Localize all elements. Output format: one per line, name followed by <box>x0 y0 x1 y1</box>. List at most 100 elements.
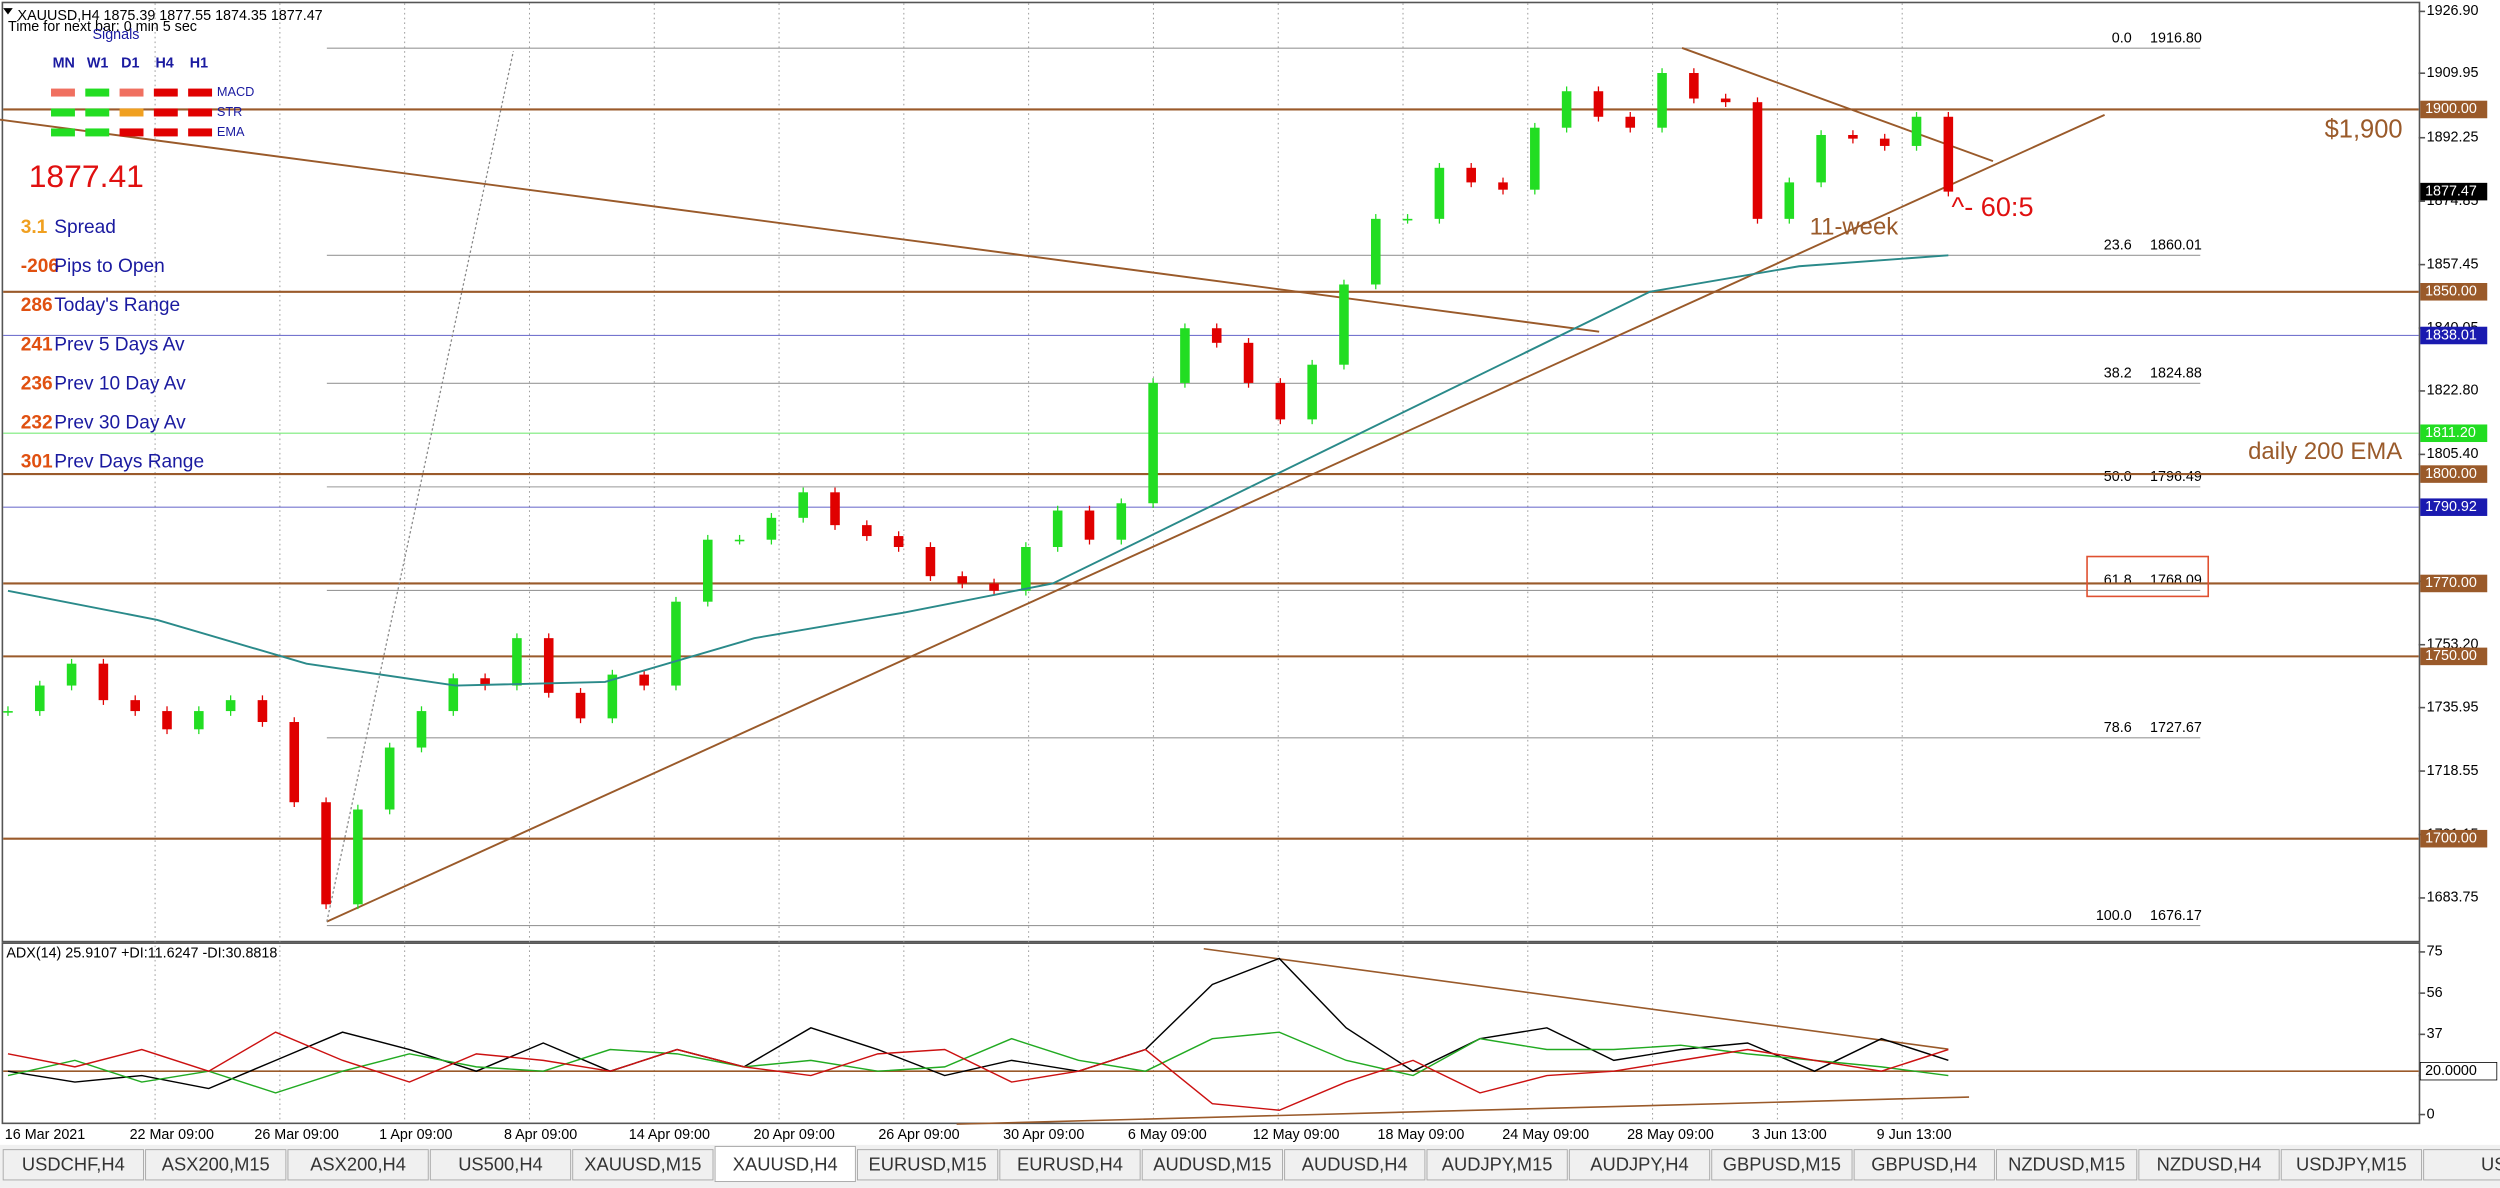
fib-ratio: 78.6 <box>2104 720 2132 736</box>
candle <box>66 663 77 686</box>
candle <box>1593 91 1604 117</box>
price-level-label: 1838.01 <box>2425 327 2477 343</box>
trend-line <box>1681 47 1994 163</box>
y-tick-label: 1735.95 <box>2427 699 2479 715</box>
fib-ratio: 100.0 <box>2096 908 2132 924</box>
candle <box>416 711 427 748</box>
tab-label[interactable]: USDJPY,M15 <box>2296 1153 2407 1174</box>
tab[interactable] <box>1426 1149 1568 1181</box>
candle <box>1530 127 1540 190</box>
candle <box>1720 98 1731 103</box>
price-level-label: 1750.00 <box>2425 648 2477 664</box>
candle <box>384 747 395 810</box>
stat-label: Prev 10 Day Av <box>54 373 186 394</box>
price-level-label: 1800.00 <box>2425 466 2477 482</box>
candle <box>1498 182 1508 190</box>
price-level-box <box>2420 424 2488 443</box>
candle <box>1339 284 1349 365</box>
candle <box>480 678 490 686</box>
candle <box>862 525 872 537</box>
candle <box>1211 328 1222 343</box>
tab-label[interactable]: AUDUSD,M15 <box>1153 1153 1271 1174</box>
adx-level-box <box>2419 1062 2498 1081</box>
candle <box>289 722 300 803</box>
signal-cell <box>153 128 178 137</box>
tab-label[interactable]: AUDJPY,M15 <box>1442 1153 1553 1174</box>
signal-cell <box>153 88 178 97</box>
fib-price: 1916.80 <box>2150 30 2202 46</box>
tab[interactable] <box>1141 1149 1284 1181</box>
y-tick-label: 0 <box>2427 1106 2435 1122</box>
symbol-header: XAUUSD,H4 1875.39 1877.55 1874.35 1877.4… <box>18 8 323 24</box>
tab-label[interactable]: US <box>2481 1153 2500 1174</box>
tab[interactable] <box>572 1149 714 1181</box>
candle <box>830 492 840 526</box>
tab[interactable] <box>999 1149 1141 1181</box>
tab-label[interactable]: EURUSD,H4 <box>1017 1153 1123 1174</box>
tab[interactable] <box>1284 1149 1426 1181</box>
candle <box>1879 138 1890 146</box>
tab[interactable] <box>2280 1149 2423 1181</box>
tab-label[interactable]: GBPUSD,M15 <box>1723 1153 1841 1174</box>
stat-value: 301 <box>21 452 53 473</box>
tab[interactable] <box>2 1149 144 1181</box>
candle <box>893 536 904 548</box>
stat-label: Spread <box>54 217 116 238</box>
tab-label[interactable]: NZDUSD,M15 <box>2008 1153 2125 1174</box>
stat-label: Prev 30 Day Av <box>54 412 186 433</box>
y-tick-label: 1857.45 <box>2427 256 2479 272</box>
candle <box>575 692 586 719</box>
candle <box>925 547 936 577</box>
price-level-label: 1700.00 <box>2425 830 2477 846</box>
tab-label[interactable]: US500,H4 <box>458 1153 543 1174</box>
fib-price: 1676.17 <box>2150 908 2202 924</box>
signal-column: D1 <box>121 56 139 72</box>
signals-title: Signals <box>92 27 139 43</box>
x-tick-label: 26 Mar 09:00 <box>254 1127 338 1143</box>
tab[interactable] <box>2138 1149 2280 1181</box>
tab-label[interactable]: ASX200,M15 <box>162 1153 270 1174</box>
tab[interactable] <box>856 1149 999 1181</box>
tab-label[interactable]: EURUSD,M15 <box>869 1153 987 1174</box>
signal-cell <box>85 88 110 97</box>
menu-triangle[interactable] <box>3 8 13 15</box>
candle <box>34 685 45 712</box>
adx-line <box>7 957 1949 1090</box>
signal-cell <box>85 108 110 117</box>
candle <box>321 802 331 905</box>
tab-label[interactable]: NZDUSD,H4 <box>2157 1153 2262 1174</box>
candle <box>1116 503 1127 540</box>
fib-ratio: 50.0 <box>2104 469 2132 485</box>
candle <box>1689 73 1699 99</box>
tab[interactable] <box>714 1145 856 1183</box>
tab[interactable] <box>1711 1149 1853 1181</box>
tab-label[interactable]: ASX200,H4 <box>310 1153 406 1174</box>
tab[interactable] <box>1853 1149 1995 1181</box>
tab-label[interactable]: AUDUSD,H4 <box>1302 1153 1408 1174</box>
candle <box>702 539 713 602</box>
signal-cell <box>119 108 144 117</box>
candle <box>1848 134 1858 139</box>
candle <box>1402 218 1413 221</box>
signal-column: H1 <box>190 56 208 72</box>
axis-layer: 1926.901909.951892.251874.851857.451840.… <box>5 3 2498 1143</box>
tab-label[interactable]: AUDJPY,H4 <box>1590 1153 1688 1174</box>
tab[interactable] <box>1568 1149 1711 1181</box>
x-tick-label: 26 Apr 09:00 <box>878 1127 959 1143</box>
candle <box>1466 167 1476 183</box>
tab[interactable] <box>2423 1149 2500 1181</box>
tab-label[interactable]: XAUUSD,M15 <box>584 1153 701 1174</box>
tab-label[interactable]: GBPUSD,H4 <box>1871 1153 1977 1174</box>
tab[interactable] <box>1996 1149 2138 1181</box>
tab[interactable] <box>145 1149 287 1181</box>
stat-value: 232 <box>21 412 53 433</box>
tab-label[interactable]: USDCHF,H4 <box>22 1153 125 1174</box>
tab[interactable] <box>429 1149 572 1181</box>
levels-layer: 0.0 1916.80 23.6 1860.01 38.2 1824.88 50.0 1796… <box>3 30 2419 1072</box>
y-tick-label: 1718.55 <box>2427 763 2479 779</box>
trend-line <box>326 50 515 922</box>
tab-label[interactable]: XAUUSD,H4 <box>733 1153 838 1174</box>
tab[interactable] <box>287 1149 429 1181</box>
y-tick-label: 56 <box>2427 985 2443 1001</box>
price-level-box <box>2420 574 2488 593</box>
